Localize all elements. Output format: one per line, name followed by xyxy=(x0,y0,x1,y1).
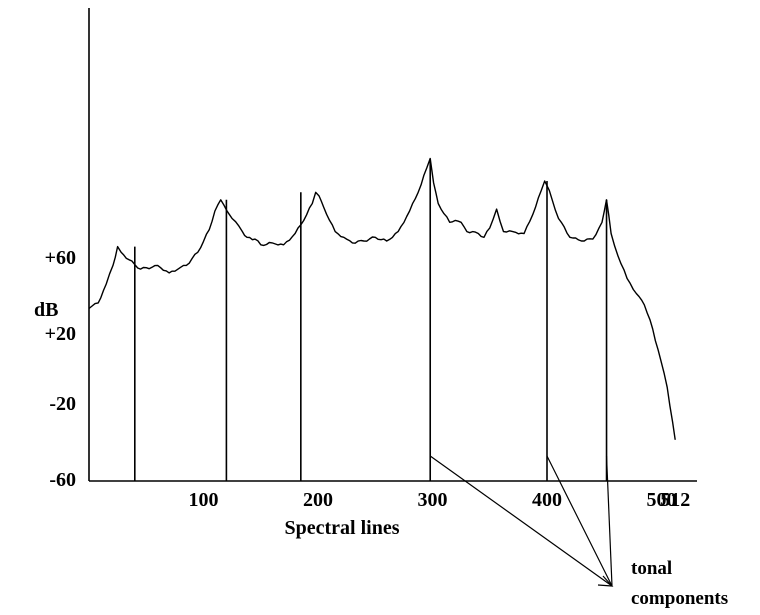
annotation-arrow-line xyxy=(429,455,613,587)
y-axis-title: dB xyxy=(34,299,58,321)
annotation-arrows xyxy=(429,455,614,587)
y-tick-label: +60 xyxy=(45,247,76,269)
x-tick-label: 300 xyxy=(418,489,448,511)
x-tick-label: 512 xyxy=(660,489,690,511)
x-tick-label: 400 xyxy=(532,489,562,511)
spectrum-curve xyxy=(88,157,676,440)
y-tick-label: +20 xyxy=(45,323,76,345)
annotation-label-line2: components xyxy=(631,588,728,609)
y-tick-labels: +60 +20 -20 -60 xyxy=(45,247,76,491)
annotation-arrowhead xyxy=(597,575,614,587)
x-tick-label: 500 xyxy=(647,489,677,511)
annotation-label-line1: tonal xyxy=(631,558,672,579)
x-axis-title: Spectral lines xyxy=(285,517,400,539)
tonal-component-lines xyxy=(134,158,608,481)
y-tick-label: -60 xyxy=(49,469,76,491)
annotation-arrow-line xyxy=(546,455,613,587)
x-tick-label: 100 xyxy=(189,489,219,511)
y-tick-label: -20 xyxy=(49,393,76,415)
annotation-arrow-line xyxy=(605,455,613,587)
x-tick-label: 200 xyxy=(303,489,333,511)
